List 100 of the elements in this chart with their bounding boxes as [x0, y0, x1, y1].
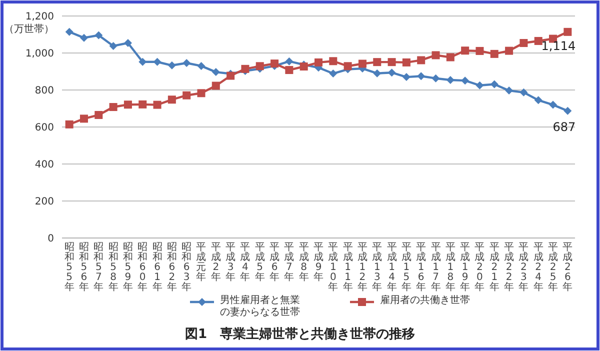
x-tick-label: 平成3年 [226, 242, 236, 283]
x-tick-label: 昭和63年 [182, 242, 192, 293]
x-tick-label: 平成24年 [533, 242, 544, 293]
point [417, 56, 426, 64]
point [373, 58, 382, 66]
point [94, 110, 103, 119]
point [461, 76, 470, 85]
point [329, 70, 338, 78]
x-tick-label: 平成9年 [314, 242, 324, 283]
point [138, 58, 147, 66]
point [109, 42, 118, 50]
x-tick-label: 平成26年 [562, 242, 573, 293]
y-axis-title: （万世帯） [4, 23, 54, 35]
x-tick-label: 平成12年 [357, 242, 368, 293]
x-tick-label: 平成5年 [254, 242, 265, 283]
x-tick-label: 昭和60年 [138, 242, 148, 293]
point [446, 76, 454, 84]
point [168, 96, 176, 104]
x-tick-label: 平成6年 [270, 242, 280, 283]
x-tick-label: 平成4年 [240, 242, 250, 283]
x-tick-label: 昭和59年 [122, 242, 133, 293]
y-tick-label: 400 [34, 160, 54, 170]
x-tick-label: 平成10年 [328, 242, 338, 293]
x-tick-label: 平成元年 [196, 242, 206, 283]
x-tick-label: 平成21年 [489, 242, 500, 293]
x-tick-label: 昭和58年 [108, 242, 118, 293]
y-tick-label: 0 [48, 234, 54, 244]
text: 図1 専業主婦世帯と共働き世帯の推移 [184, 326, 416, 342]
point [402, 73, 410, 82]
point [344, 62, 352, 70]
point [197, 62, 206, 70]
point [446, 53, 454, 62]
x-tick-label: 平成11年 [342, 242, 353, 293]
point [109, 103, 118, 112]
point [432, 51, 440, 60]
point [314, 58, 322, 66]
point [432, 74, 440, 82]
point [520, 88, 528, 96]
x-tick-label: 平成8年 [298, 242, 309, 283]
x-tick-label: 平成18年 [445, 242, 456, 293]
y-tick-label: 1,200 [25, 12, 54, 22]
x-tick-label: 平成13年 [372, 242, 382, 293]
point [80, 34, 88, 42]
point [138, 100, 147, 108]
point [65, 120, 74, 128]
x-tick-label: 昭和55年 [64, 242, 74, 293]
x-tick-label: 昭和62年 [166, 242, 177, 293]
x-tick-label: 平成25年 [548, 242, 558, 293]
point [505, 46, 514, 55]
point [65, 28, 74, 36]
point [80, 114, 88, 123]
point [182, 58, 191, 67]
x-tick-label: 昭和57年 [94, 242, 104, 293]
x-tick-label: 平成23年 [518, 242, 529, 293]
annotation: 1,114 [541, 38, 576, 53]
point [212, 68, 220, 76]
point [490, 80, 498, 88]
point [124, 100, 132, 109]
point [373, 69, 382, 78]
y-tick-label: 200 [34, 196, 54, 208]
point [358, 60, 366, 68]
point [520, 39, 528, 48]
x-tick-label: 平成7年 [284, 242, 294, 283]
point [182, 91, 191, 100]
x-tick-label: 平成2年 [210, 242, 221, 283]
point [388, 68, 396, 77]
point [461, 46, 470, 55]
y-tick-label: 800 [34, 86, 54, 96]
point [476, 81, 484, 90]
point [285, 57, 294, 66]
point [212, 82, 220, 90]
point [505, 86, 514, 95]
point [402, 58, 410, 66]
point [534, 36, 542, 45]
annotation: 687 [552, 120, 576, 134]
x-tick-label: 平成15年 [401, 242, 412, 293]
point [153, 100, 162, 109]
point [564, 106, 572, 115]
point [153, 58, 162, 66]
x-tick-label: 平成17年 [430, 242, 441, 293]
point [388, 58, 396, 66]
point [329, 57, 338, 66]
x-tick-label: 昭和61年 [152, 242, 162, 293]
point [549, 100, 558, 109]
point [94, 31, 103, 40]
point [534, 96, 542, 104]
x-tick-label: 平成20年 [474, 242, 485, 293]
y-tick-label: 600 [34, 122, 54, 134]
y-tick-label: 1,000 [25, 48, 54, 60]
point [285, 66, 294, 74]
x-tick-label: 昭和56年 [78, 242, 89, 293]
point [417, 72, 426, 80]
point [256, 62, 264, 70]
point [490, 50, 498, 58]
x-tick-label: 平成19年 [460, 242, 470, 293]
point [197, 89, 206, 98]
point [168, 61, 176, 70]
x-tick-label: 平成22年 [504, 242, 514, 293]
point [564, 28, 572, 36]
x-tick-label: 平成16年 [416, 242, 426, 293]
